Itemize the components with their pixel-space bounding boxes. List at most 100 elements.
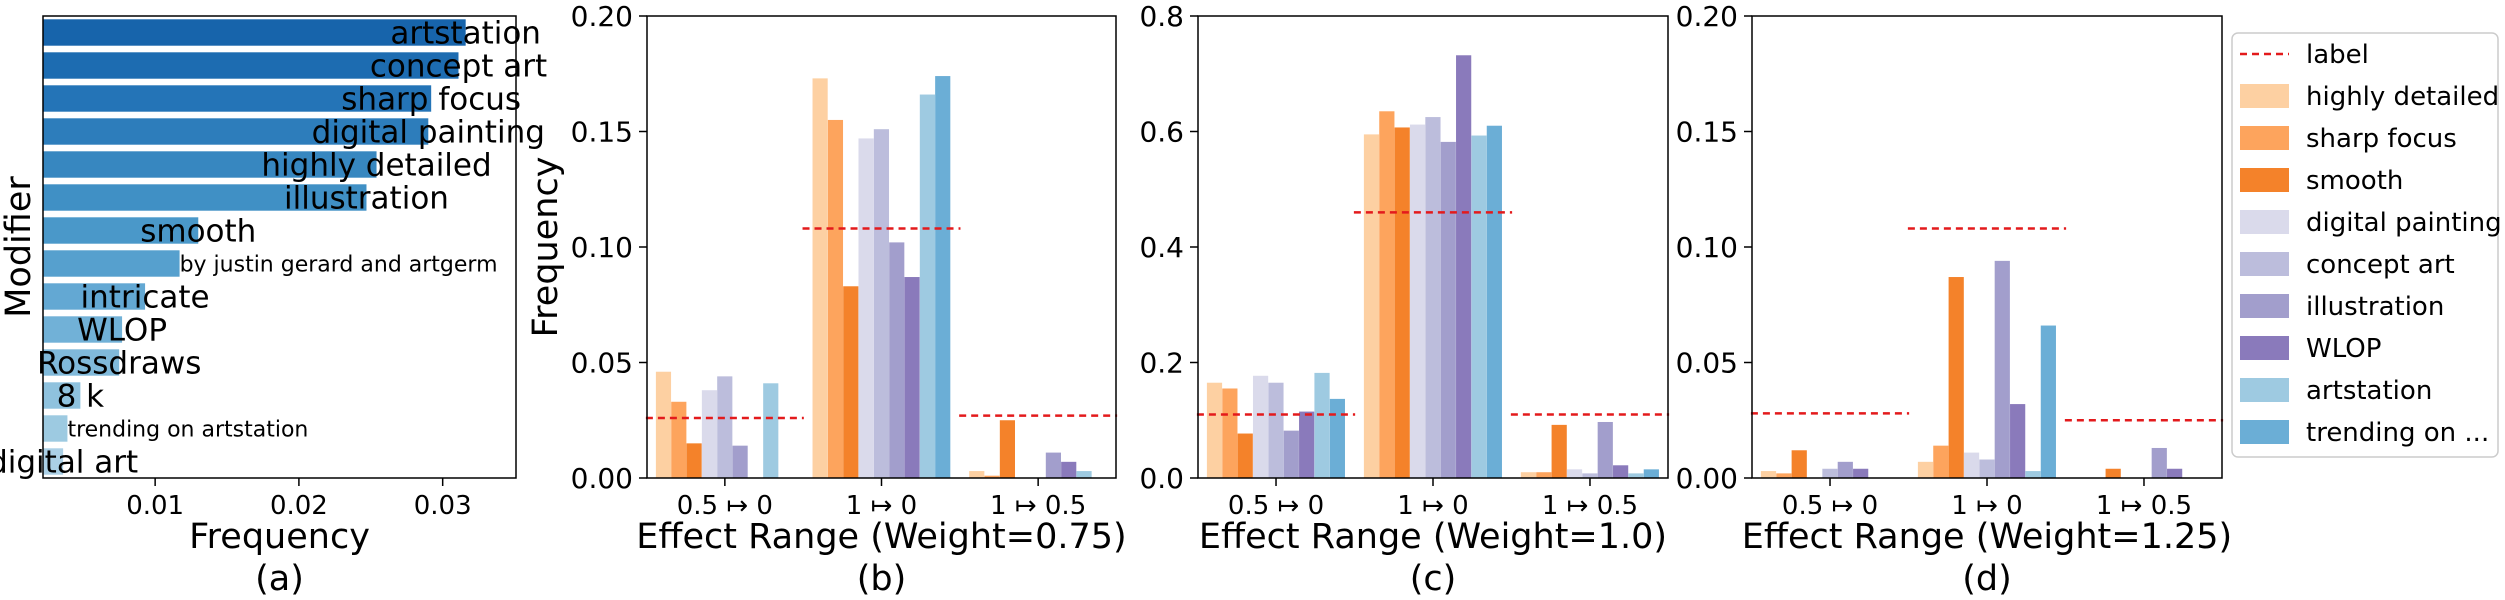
modifier-label: Rossdraws [37, 346, 201, 382]
legend-entry: artstation [2306, 376, 2432, 406]
x-tick-label: 0.5 ↦ 0 [1782, 491, 1878, 521]
bar [1536, 472, 1552, 478]
modifier-label: illustration [284, 181, 449, 217]
bar [655, 371, 672, 478]
modifier-label: by justin gerard and artgerm [180, 253, 498, 278]
modifier-bar [43, 52, 459, 79]
bar [701, 390, 718, 478]
bar [1222, 388, 1238, 478]
legend-entry: WLOP [2306, 334, 2381, 364]
x-tick-label: 0.5 ↦ 0 [1228, 491, 1324, 521]
bar [904, 277, 920, 478]
y-tick-label: 0.00 [571, 462, 633, 495]
modifier-bar [43, 316, 123, 343]
bar [812, 78, 828, 479]
y-tick-label: 0.10 [1676, 231, 1738, 264]
x-tick-label: 1 ↦ 0 [846, 491, 917, 521]
bar [671, 401, 687, 478]
legend-swatch [2240, 336, 2289, 360]
bar [1837, 461, 1853, 478]
x-tick-label: 1 ↦ 0 [1951, 491, 2022, 521]
panel-d: 0.5 ↦ 0 1 ↦ 0 1 ↦ 0.5 0.00 0.05 0.10 0.15 0.20 E… [1676, 0, 2233, 599]
y-tick-label: 0.05 [1676, 347, 1738, 380]
bar [1551, 424, 1567, 478]
bar [1283, 430, 1299, 478]
bar [1471, 135, 1487, 479]
legend-swatch [2240, 420, 2289, 444]
bar [984, 475, 1000, 478]
bar [1045, 452, 1061, 478]
legend-swatch [2240, 126, 2289, 150]
bar [1425, 117, 1441, 478]
bar [1456, 55, 1472, 479]
bar [1299, 411, 1315, 478]
x-axis-label: Effect Range (Weight=1.25) [1742, 517, 2232, 557]
bar [2025, 471, 2041, 478]
x-tick-label: 0.5 ↦ 0 [677, 491, 773, 521]
legend-swatch [2240, 210, 2289, 234]
bar [2151, 447, 2167, 478]
modifier-bar [43, 217, 199, 244]
bar [1252, 375, 1269, 478]
bar [1791, 450, 1807, 478]
x-axis-label: Effect Range (Weight=1.0) [1199, 517, 1667, 557]
legend-swatch [2240, 84, 2289, 108]
y-tick-label: 0.15 [571, 116, 633, 149]
y-tick-label: 0.10 [571, 231, 633, 264]
bar [1760, 471, 1777, 478]
bar [1597, 421, 1613, 478]
y-tick-label: 0.20 [1676, 0, 1738, 33]
bar [1206, 382, 1223, 478]
bar [1363, 134, 1380, 478]
bar [1917, 461, 1934, 478]
bar [1566, 469, 1583, 478]
x-tick-label: 1 ↦ 0.5 [990, 491, 1086, 521]
bar [686, 443, 702, 478]
modifier-label: highly detailed [261, 148, 491, 184]
legend-entry: digital painting [2306, 208, 2502, 238]
bar [1520, 472, 1537, 478]
bar [919, 94, 935, 478]
y-tick-label: 0.20 [571, 0, 633, 33]
legend-entry: concept art [2306, 250, 2455, 280]
panel-b: 0.5 ↦ 0 1 ↦ 0 1 ↦ 0.5 0.00 0.05 0.10 0.15 0.20 E… [526, 0, 1127, 599]
bar [1613, 465, 1629, 478]
y-axis-label: Frequency [526, 157, 566, 338]
y-tick-label: 0.0 [1139, 462, 1184, 495]
panel-caption: (d) [1962, 559, 2012, 599]
legend-entry: sharp focus [2306, 124, 2457, 154]
bar [1643, 469, 1659, 478]
y-tick-label: 0.00 [1676, 462, 1738, 495]
modifier-label: trending on artstation [67, 418, 308, 443]
bar [2105, 468, 2121, 478]
legend-swatch [2240, 378, 2289, 402]
modifier-bar [43, 85, 432, 112]
modifier-bar [43, 448, 64, 475]
y-tick-label: 0.2 [1139, 347, 1184, 380]
x-tick-label: 0.02 [270, 491, 328, 521]
axes-frame [42, 15, 517, 479]
y-tick-label: 0.15 [1676, 116, 1738, 149]
modifier-label: digital art [0, 445, 138, 481]
modifier-label: intricate [81, 280, 210, 316]
y-tick-label: 0.6 [1139, 116, 1184, 149]
y-tick-label: 0.8 [1139, 0, 1184, 33]
modifier-label: smooth [140, 214, 256, 250]
bar [1853, 468, 1869, 478]
modifier-label: 8 k [57, 379, 105, 415]
x-tick-label: 1 ↦ 0.5 [1542, 491, 1638, 521]
legend-swatch [2240, 294, 2289, 318]
bar [1933, 445, 1949, 478]
modifier-bar [43, 382, 81, 409]
bar [1628, 473, 1644, 478]
bar [1994, 260, 2010, 478]
legend-entry: highly detailed [2306, 82, 2499, 112]
modifier-bar [43, 283, 146, 310]
bar [1440, 141, 1456, 478]
bar [1268, 382, 1284, 478]
modifier-bar [43, 151, 377, 178]
modifier-bar [43, 118, 429, 145]
bar [1582, 473, 1598, 478]
modifier-label: WLOP [77, 313, 167, 349]
bar [1394, 127, 1410, 479]
